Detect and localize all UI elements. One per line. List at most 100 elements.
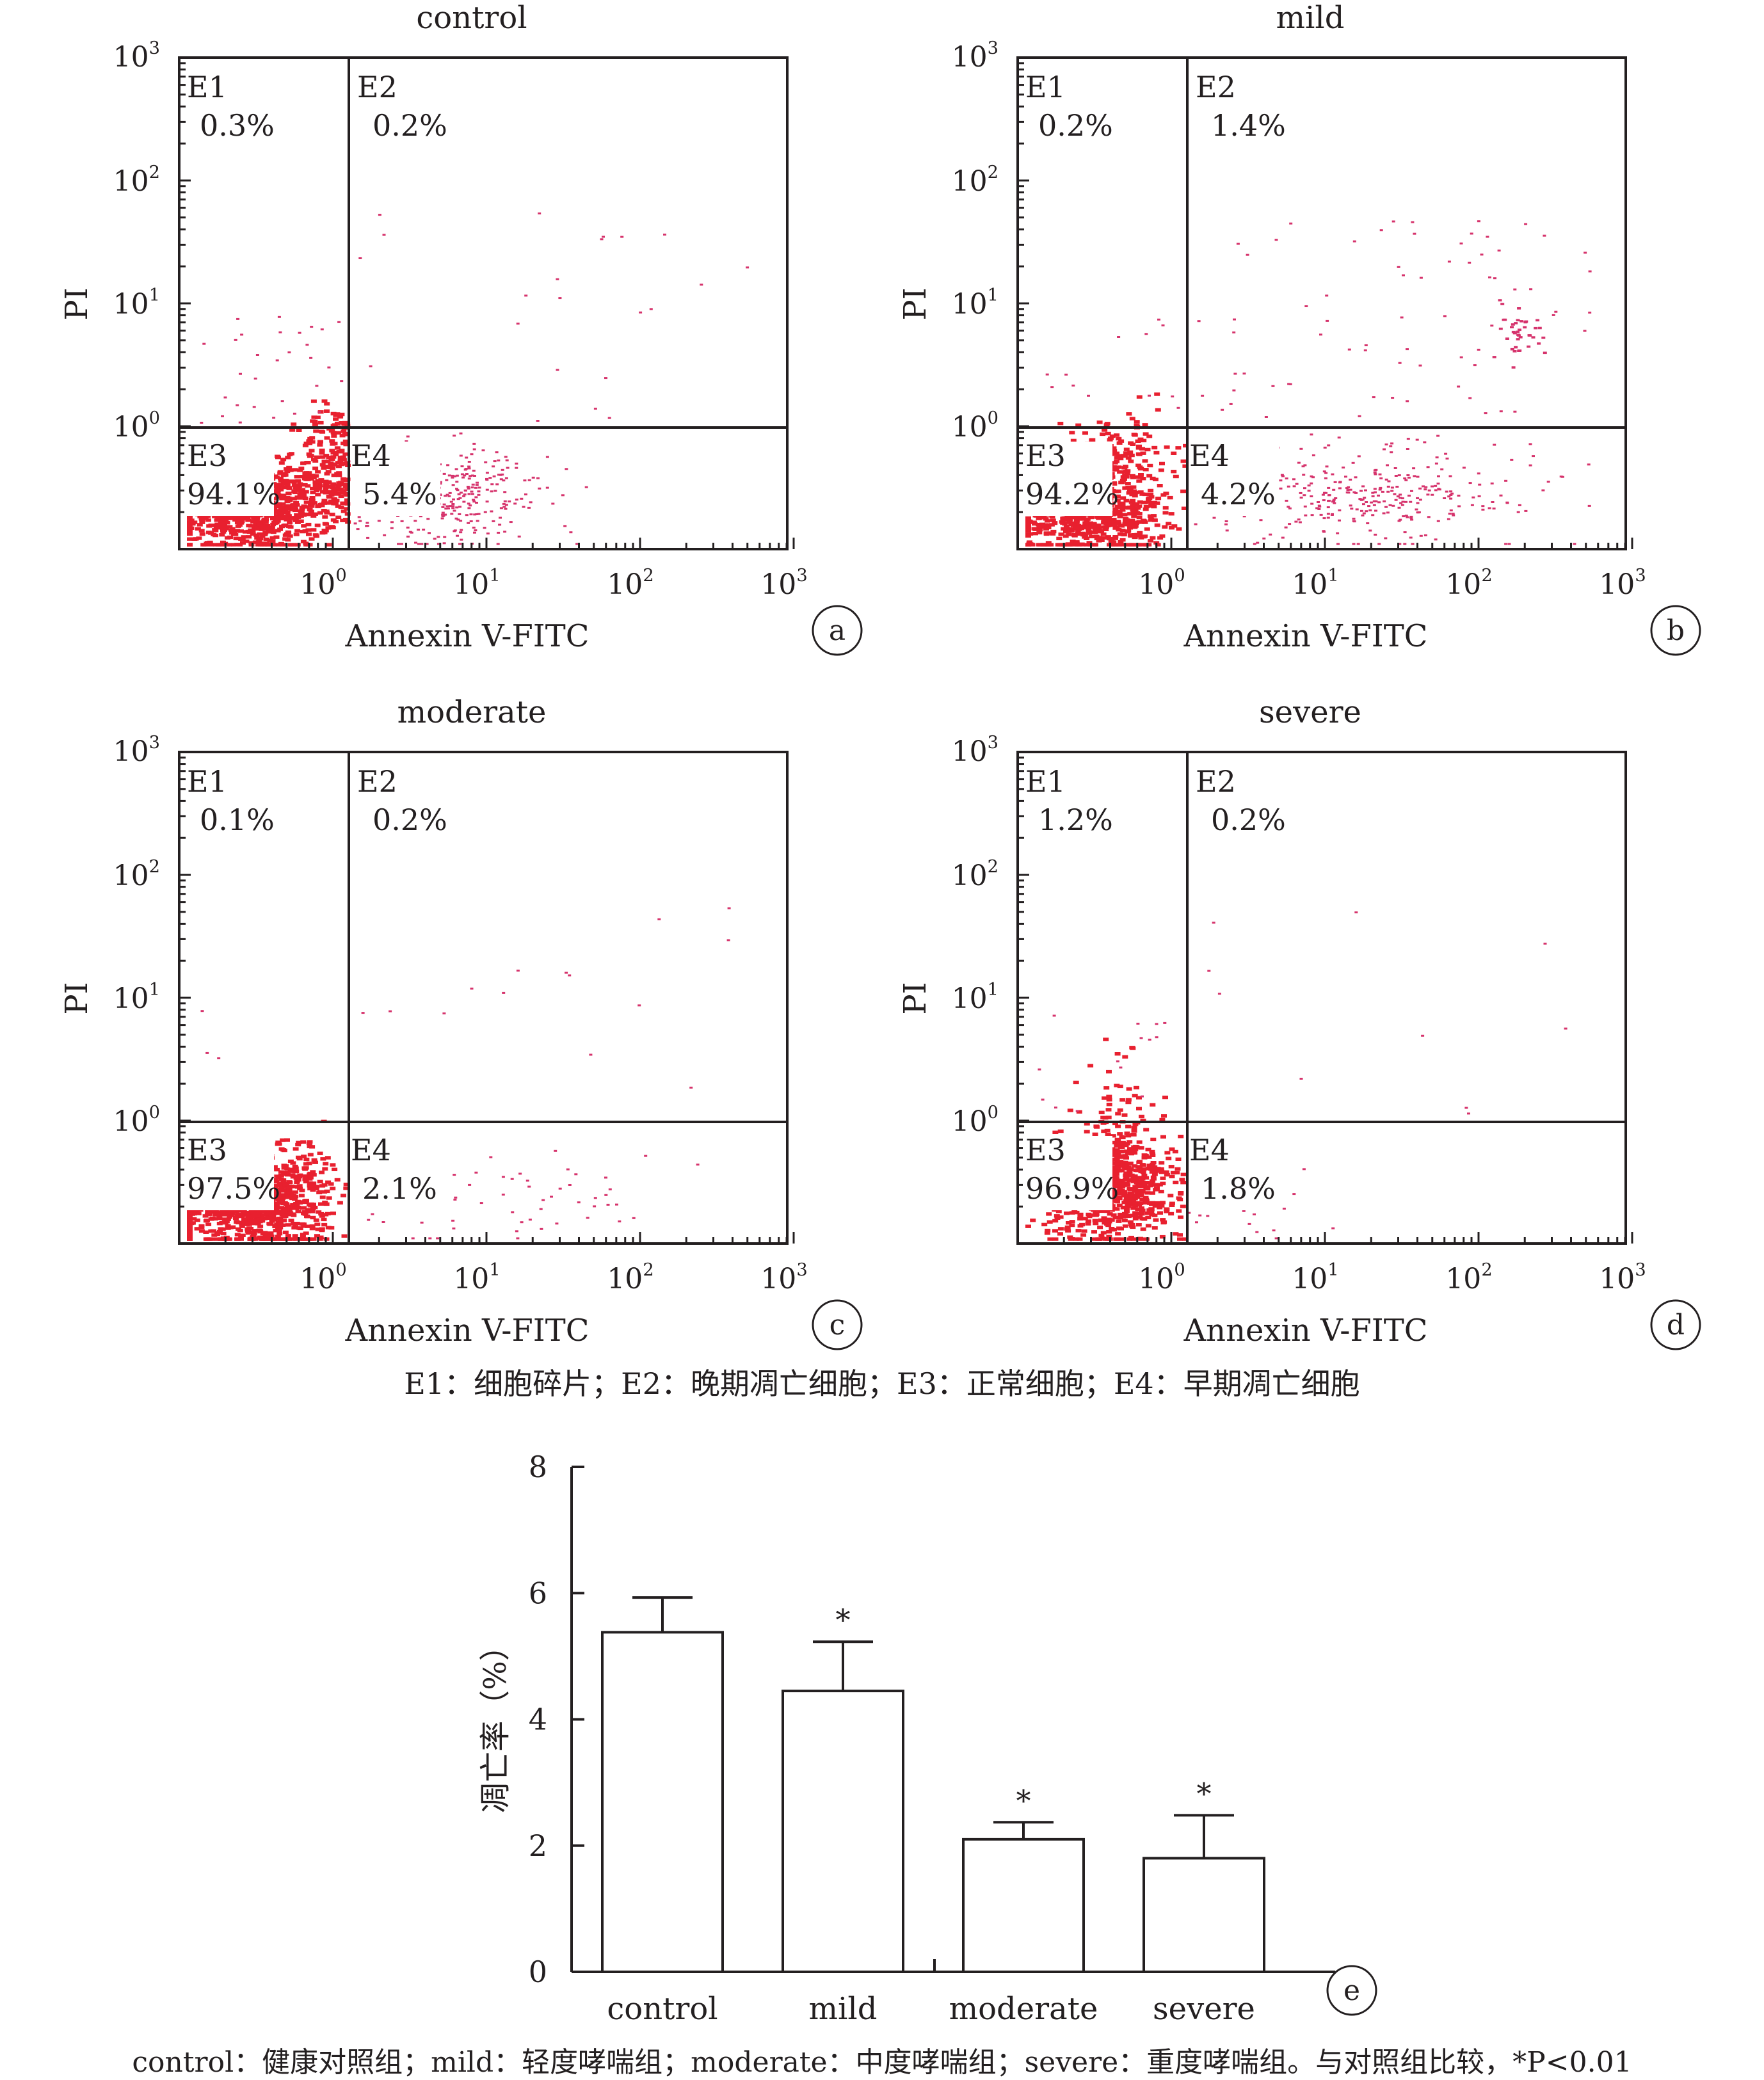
event-dot	[306, 532, 312, 536]
event-dot	[325, 1156, 331, 1160]
event-dot	[1379, 477, 1383, 479]
event-dot	[1528, 464, 1532, 467]
event-dot	[1288, 523, 1292, 525]
event-dot	[317, 511, 323, 515]
event-dot	[502, 502, 506, 505]
event-dot	[1150, 1175, 1157, 1180]
event-dot	[1114, 499, 1121, 503]
event-dot	[561, 494, 565, 497]
event-dot	[1379, 229, 1383, 232]
event-dot	[1371, 492, 1375, 494]
event-dot	[1086, 1212, 1092, 1217]
event-dot	[459, 432, 463, 435]
event-dot	[275, 1235, 281, 1238]
event-dot	[1164, 1210, 1170, 1213]
event-dot	[1177, 1237, 1183, 1241]
event-dot	[1399, 493, 1402, 496]
event-dot	[1118, 439, 1125, 443]
event-dot	[1334, 497, 1338, 499]
event-dot	[1396, 495, 1400, 498]
event-dot	[238, 421, 242, 424]
event-dot	[1052, 521, 1058, 525]
event-dot	[281, 1210, 287, 1214]
event-dot	[1468, 482, 1472, 484]
event-dot	[1106, 1069, 1112, 1074]
event-dot	[310, 326, 314, 328]
event-dot	[1025, 526, 1032, 530]
event-dot	[490, 490, 493, 493]
event-dot	[1093, 1124, 1100, 1128]
event-dot	[1114, 1156, 1120, 1160]
event-dot	[310, 528, 317, 532]
event-dot	[464, 468, 468, 470]
event-dot	[232, 518, 239, 522]
event-dot	[1372, 504, 1376, 506]
event-dot	[1518, 328, 1521, 332]
event-dot	[1132, 1187, 1138, 1191]
event-dot	[1110, 1192, 1116, 1196]
event-dot	[568, 1184, 572, 1186]
event-dot	[1110, 1134, 1116, 1138]
event-dot	[1118, 1145, 1124, 1149]
event-dot	[328, 1182, 334, 1186]
event-dot	[1127, 1178, 1133, 1182]
event-dot	[298, 495, 305, 499]
event-dot	[1128, 521, 1134, 525]
event-dot	[1242, 372, 1246, 375]
event-dot	[451, 484, 455, 486]
event-dot	[550, 1196, 553, 1198]
y-tick-label: 101	[113, 285, 160, 321]
event-dot	[361, 1012, 365, 1014]
event-dot	[1106, 1098, 1112, 1102]
event-dot	[1101, 518, 1107, 522]
event-dot	[307, 1140, 313, 1144]
event-dot	[558, 1187, 562, 1190]
event-dot	[293, 532, 300, 536]
event-dot	[234, 339, 237, 341]
event-dot	[1386, 490, 1390, 493]
event-dot	[324, 409, 330, 413]
event-dot	[238, 537, 245, 541]
event-dot	[272, 417, 276, 419]
event-dot	[523, 479, 527, 482]
event-dot	[1124, 518, 1130, 522]
event-dot	[1159, 461, 1165, 466]
event-dot	[1436, 520, 1440, 522]
event-dot	[246, 535, 252, 539]
event-dot	[225, 1209, 231, 1213]
event-dot	[303, 1166, 309, 1170]
event-dot	[451, 474, 454, 477]
event-dot	[273, 515, 279, 519]
event-dot	[390, 527, 394, 529]
event-dot	[276, 502, 282, 506]
event-dot	[1109, 501, 1116, 506]
event-dot	[456, 489, 460, 492]
event-dot	[1505, 502, 1509, 504]
event-dot	[325, 460, 331, 464]
event-dot	[1060, 516, 1066, 520]
event-dot	[1105, 516, 1111, 520]
event-dot	[472, 500, 476, 503]
event-dot	[1326, 516, 1330, 519]
event-dot	[1303, 464, 1307, 467]
event-dot	[499, 516, 502, 519]
event-dot	[1448, 513, 1452, 515]
event-dot	[460, 473, 464, 476]
event-dot	[287, 534, 293, 538]
event-dot	[1103, 1086, 1110, 1090]
event-dot	[1253, 543, 1256, 545]
event-dot	[278, 508, 284, 511]
event-dot	[365, 525, 369, 527]
event-dot	[1121, 1201, 1128, 1204]
event-dot	[1163, 1021, 1167, 1024]
event-dot	[305, 528, 312, 532]
event-dot	[1163, 1170, 1169, 1174]
event-dot	[1386, 464, 1389, 467]
event-dot	[453, 530, 456, 532]
event-dot	[586, 1217, 589, 1219]
event-dot	[313, 1218, 319, 1222]
event-dot	[308, 477, 314, 481]
event-dot	[1292, 485, 1296, 488]
event-dot	[515, 467, 518, 469]
